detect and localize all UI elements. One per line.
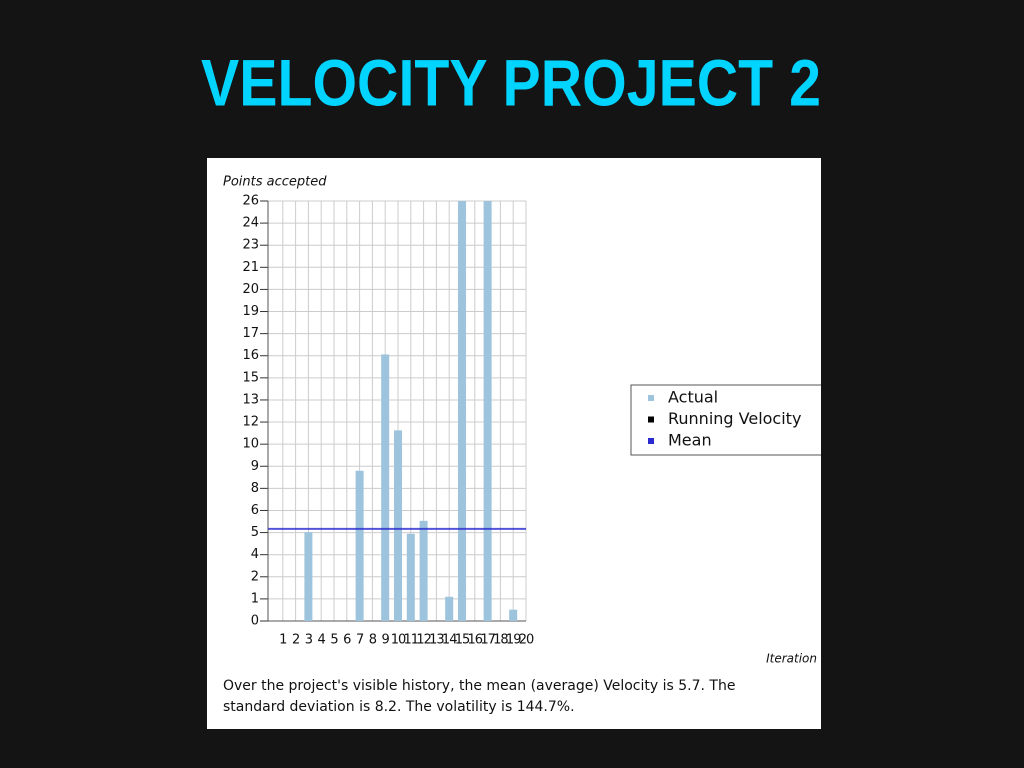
x-tick-label: 9: [382, 633, 390, 648]
x-tick-label: 15: [455, 633, 470, 648]
x-tick-label: 17: [480, 633, 495, 648]
x-tick-label: 5: [330, 633, 338, 648]
bar: [304, 532, 313, 621]
legend-box: [630, 384, 827, 456]
y-tick-label: 2: [251, 569, 259, 584]
y-tick-label: 21: [242, 260, 259, 275]
y-tick-label: 19: [242, 304, 259, 319]
bar: [406, 533, 415, 621]
bar: [458, 201, 466, 621]
caption-line: Over the project's visible history, the …: [223, 678, 735, 694]
x-tick-label: 13: [429, 633, 444, 648]
x-axis-label: Iteration: [766, 652, 817, 666]
y-tick-label: 24: [242, 216, 259, 231]
caption-line: standard deviation is 8.2. The volatilit…: [223, 699, 575, 715]
x-tick-label: 16: [468, 633, 483, 648]
x-tick-label: 1: [279, 633, 287, 648]
legend-label: Running Velocity: [668, 409, 801, 428]
y-tick-label: 8: [251, 481, 259, 496]
x-tick-label: 6: [343, 633, 351, 648]
y-axis-label: Points accepted: [223, 175, 327, 190]
x-tick-label: 4: [318, 633, 326, 648]
y-tick-label: 1: [251, 591, 259, 606]
y-tick-label: 4: [251, 547, 259, 562]
bar: [509, 609, 518, 621]
slide-title: VELOCITY PROJECT 2: [201, 45, 821, 119]
y-tick-label: 26: [242, 194, 259, 209]
y-tick-label: 0: [251, 614, 259, 629]
bar: [445, 596, 454, 621]
y-tick-label: 9: [251, 459, 259, 474]
bar: [483, 201, 492, 621]
panel-edge-mask: [821, 380, 831, 460]
x-tick-label: 14: [442, 633, 457, 648]
y-tick-label: 13: [242, 392, 259, 407]
x-tick-label: 19: [506, 633, 521, 648]
x-tick-label: 3: [305, 633, 313, 648]
x-tick-label: 7: [356, 633, 364, 648]
bar: [355, 470, 364, 621]
legend-marker: [648, 438, 654, 444]
y-tick-label: 6: [251, 503, 259, 518]
y-tick-label: 5: [251, 525, 259, 540]
legend-label: Mean: [668, 431, 712, 450]
legend-marker: [648, 395, 654, 401]
y-tick-label: 23: [242, 238, 259, 253]
bar: [394, 430, 402, 621]
y-tick-label: 12: [242, 415, 259, 430]
legend-marker: [648, 416, 654, 423]
y-tick-label: 20: [242, 282, 259, 297]
y-tick-label: 15: [242, 370, 259, 385]
x-tick-label: 10: [391, 633, 406, 648]
x-tick-label: 20: [519, 633, 534, 648]
x-tick-label: 8: [369, 633, 377, 648]
legend-label: Actual: [668, 388, 718, 407]
y-tick-label: 10: [242, 437, 259, 452]
y-tick-label: 17: [242, 326, 259, 341]
x-tick-label: 12: [416, 633, 431, 648]
x-tick-label: 2: [292, 633, 299, 648]
bar: [419, 520, 428, 621]
x-tick-label: 18: [493, 633, 508, 648]
x-tick-label: 11: [404, 633, 419, 648]
y-tick-label: 16: [242, 348, 259, 363]
bar: [381, 354, 390, 621]
